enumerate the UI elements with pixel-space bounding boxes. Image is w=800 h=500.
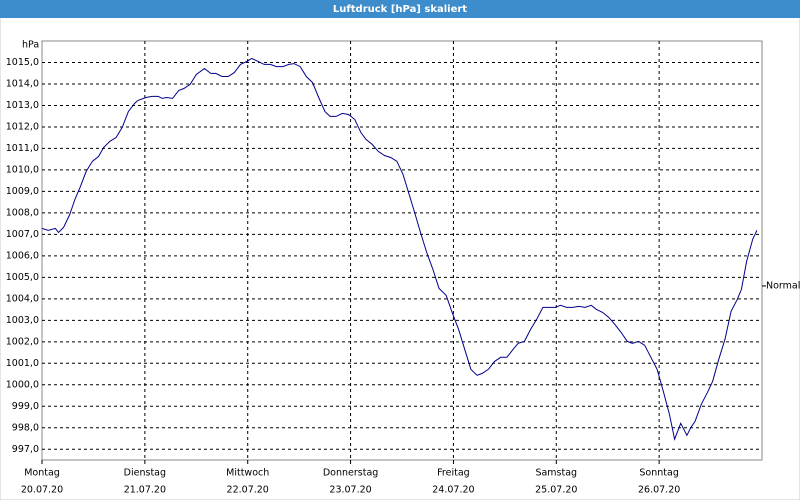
- y-tick-label: 1005,0: [6, 272, 39, 283]
- chart-title: Luftdruck [hPa] skaliert: [333, 4, 467, 15]
- x-tick-date: 22.07.20: [227, 485, 269, 496]
- y-tick-label: 1003,0: [6, 315, 39, 326]
- y-tick-label: 999,0: [12, 401, 39, 412]
- y-tick-label: 1010,0: [6, 164, 39, 175]
- x-tick-label: Sonntag: [639, 468, 678, 479]
- x-tick-label: Freitag: [437, 468, 470, 479]
- y-tick-label: 1002,0: [6, 336, 39, 347]
- y-tick-label: 1014,0: [6, 78, 39, 89]
- y-tick-label: 1001,0: [6, 358, 39, 369]
- y-tick-label: 1000,0: [6, 379, 39, 390]
- y-tick-label: 998,0: [12, 422, 39, 433]
- y-tick-label: 1013,0: [6, 100, 39, 111]
- y-tick-label: 1015,0: [6, 57, 39, 68]
- x-tick-date: 20.07.20: [21, 485, 63, 496]
- y-tick-label: 1012,0: [6, 121, 39, 132]
- y-tick-label: 1011,0: [6, 143, 39, 154]
- x-tick-label: Mittwoch: [226, 468, 269, 479]
- normal-label: Normal: [766, 280, 800, 291]
- x-tick-date: 25.07.20: [535, 485, 577, 496]
- x-tick-label: Donnerstag: [323, 468, 378, 479]
- y-tick-label: 1007,0: [6, 229, 39, 240]
- pressure-line: [41, 57, 758, 441]
- x-tick-date: 23.07.20: [329, 485, 371, 496]
- plot-frame: [41, 40, 763, 461]
- y-tick-label: 997,0: [12, 444, 39, 455]
- y-tick-label: 1004,0: [6, 293, 39, 304]
- y-unit: hPa: [22, 40, 39, 51]
- x-tick-label: Dienstag: [124, 468, 166, 479]
- y-tick-label: 1008,0: [6, 207, 39, 218]
- x-tick-label: Samstag: [535, 468, 577, 479]
- y-tick-label: 1009,0: [6, 186, 39, 197]
- x-tick-label: Montag: [24, 468, 60, 479]
- x-tick-date: 21.07.20: [124, 485, 166, 496]
- x-tick-date: 24.07.20: [432, 485, 474, 496]
- x-tick-date: 26.07.20: [638, 485, 680, 496]
- title-bar: [0, 0, 800, 18]
- y-tick-label: 1006,0: [6, 250, 39, 261]
